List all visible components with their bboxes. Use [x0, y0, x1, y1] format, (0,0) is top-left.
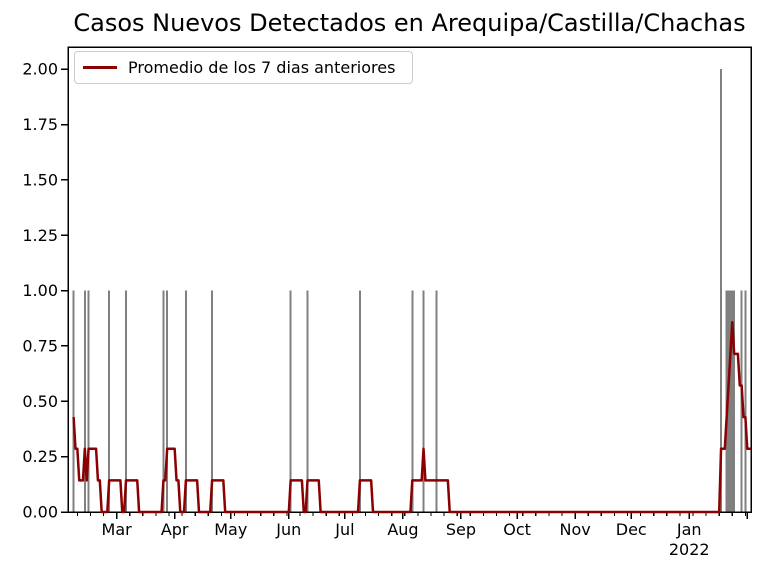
y-tick-label: 1.00	[22, 281, 58, 300]
x-tick-label: Apr	[161, 520, 189, 539]
x-tick-label: Aug	[387, 520, 418, 539]
case-bar	[184, 290, 187, 512]
case-bar	[125, 290, 128, 512]
x-tick-label: Sep	[446, 520, 476, 539]
case-bar	[435, 290, 438, 512]
case-bar	[729, 290, 732, 512]
x-tick-label: May	[214, 520, 247, 539]
case-bar	[422, 290, 425, 512]
y-tick-label: 1.50	[22, 170, 58, 189]
case-bar	[744, 290, 747, 512]
y-tick-label: 1.75	[22, 115, 58, 134]
case-bar	[731, 290, 734, 512]
case-bar	[733, 290, 736, 512]
case-bar	[306, 290, 309, 512]
seven-day-average-line	[72, 320, 751, 514]
case-bar	[358, 290, 361, 512]
x-tick-label: Jul	[334, 520, 354, 539]
chart-title: Casos Nuevos Detectados en Arequipa/Cast…	[73, 9, 746, 37]
case-bar	[108, 290, 111, 512]
x-tick-year-label: 2022	[669, 540, 710, 559]
x-tick-label: Oct	[503, 520, 531, 539]
y-tick-label: 2.00	[22, 60, 58, 79]
case-bar	[83, 290, 86, 512]
x-tick-label: Dec	[616, 520, 647, 539]
x-tick-label: Jan	[676, 520, 702, 539]
plot-frame	[67, 46, 752, 513]
case-bar	[720, 69, 723, 512]
x-tick-label: Mar	[102, 520, 133, 539]
legend-label: Promedio de los 7 dias anteriores	[128, 58, 396, 77]
y-tick-label: 1.25	[22, 226, 58, 245]
legend: Promedio de los 7 dias anteriores	[74, 51, 413, 84]
daily-cases-bars	[72, 69, 747, 512]
case-bar	[289, 290, 292, 512]
y-axis: 0.00 0.25 0.50 0.75 1.00 1.25 1.50 1.75 2.00	[22, 60, 68, 522]
x-tick-label: Jun	[275, 520, 301, 539]
case-bar	[162, 290, 165, 512]
legend-line-sample	[83, 66, 117, 69]
case-bar	[87, 290, 90, 512]
y-tick-label: 0.00	[22, 503, 58, 522]
x-tick-label: Nov	[559, 520, 590, 539]
y-tick-label: 0.25	[22, 447, 58, 466]
case-bar	[411, 290, 414, 512]
case-bar	[72, 290, 75, 512]
y-tick-label: 0.75	[22, 337, 58, 356]
y-tick-label: 0.50	[22, 392, 58, 411]
case-bar	[211, 290, 214, 512]
case-bar	[166, 290, 169, 512]
